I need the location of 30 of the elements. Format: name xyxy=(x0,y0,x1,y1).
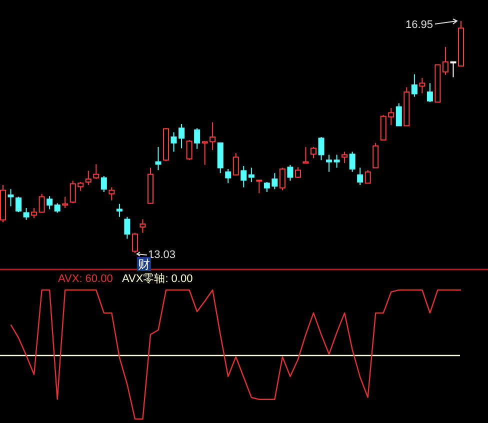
candlestick xyxy=(411,74,418,98)
candlestick xyxy=(8,188,14,207)
candlestick xyxy=(357,167,364,186)
candlestick xyxy=(419,77,426,94)
candlestick xyxy=(450,61,456,78)
candlestick xyxy=(147,167,154,204)
candlestick xyxy=(194,128,200,150)
candlestick xyxy=(256,180,262,194)
annotation: 13.03 xyxy=(148,249,176,261)
ref-line-label: AVX零轴: 0.00 xyxy=(122,272,193,285)
candlestick xyxy=(140,218,146,234)
candlestick xyxy=(442,46,448,76)
candlestick xyxy=(155,146,162,171)
candlestick xyxy=(426,82,433,103)
candlestick xyxy=(334,154,340,168)
candlestick xyxy=(85,170,92,186)
text: AVX: 60.00 xyxy=(58,273,113,285)
candlestick xyxy=(108,186,115,201)
candlestick xyxy=(302,146,309,164)
candlestick xyxy=(458,20,464,66)
candlestick xyxy=(248,167,254,182)
candlestick xyxy=(62,196,68,209)
annotation: 16.95 xyxy=(405,19,433,31)
candlestick xyxy=(93,164,100,180)
candlestick xyxy=(326,154,332,172)
text: 财 xyxy=(138,258,150,272)
candlestick xyxy=(240,166,247,188)
candlestick xyxy=(124,216,130,240)
candlestick xyxy=(116,203,122,218)
candlestick xyxy=(23,208,30,220)
